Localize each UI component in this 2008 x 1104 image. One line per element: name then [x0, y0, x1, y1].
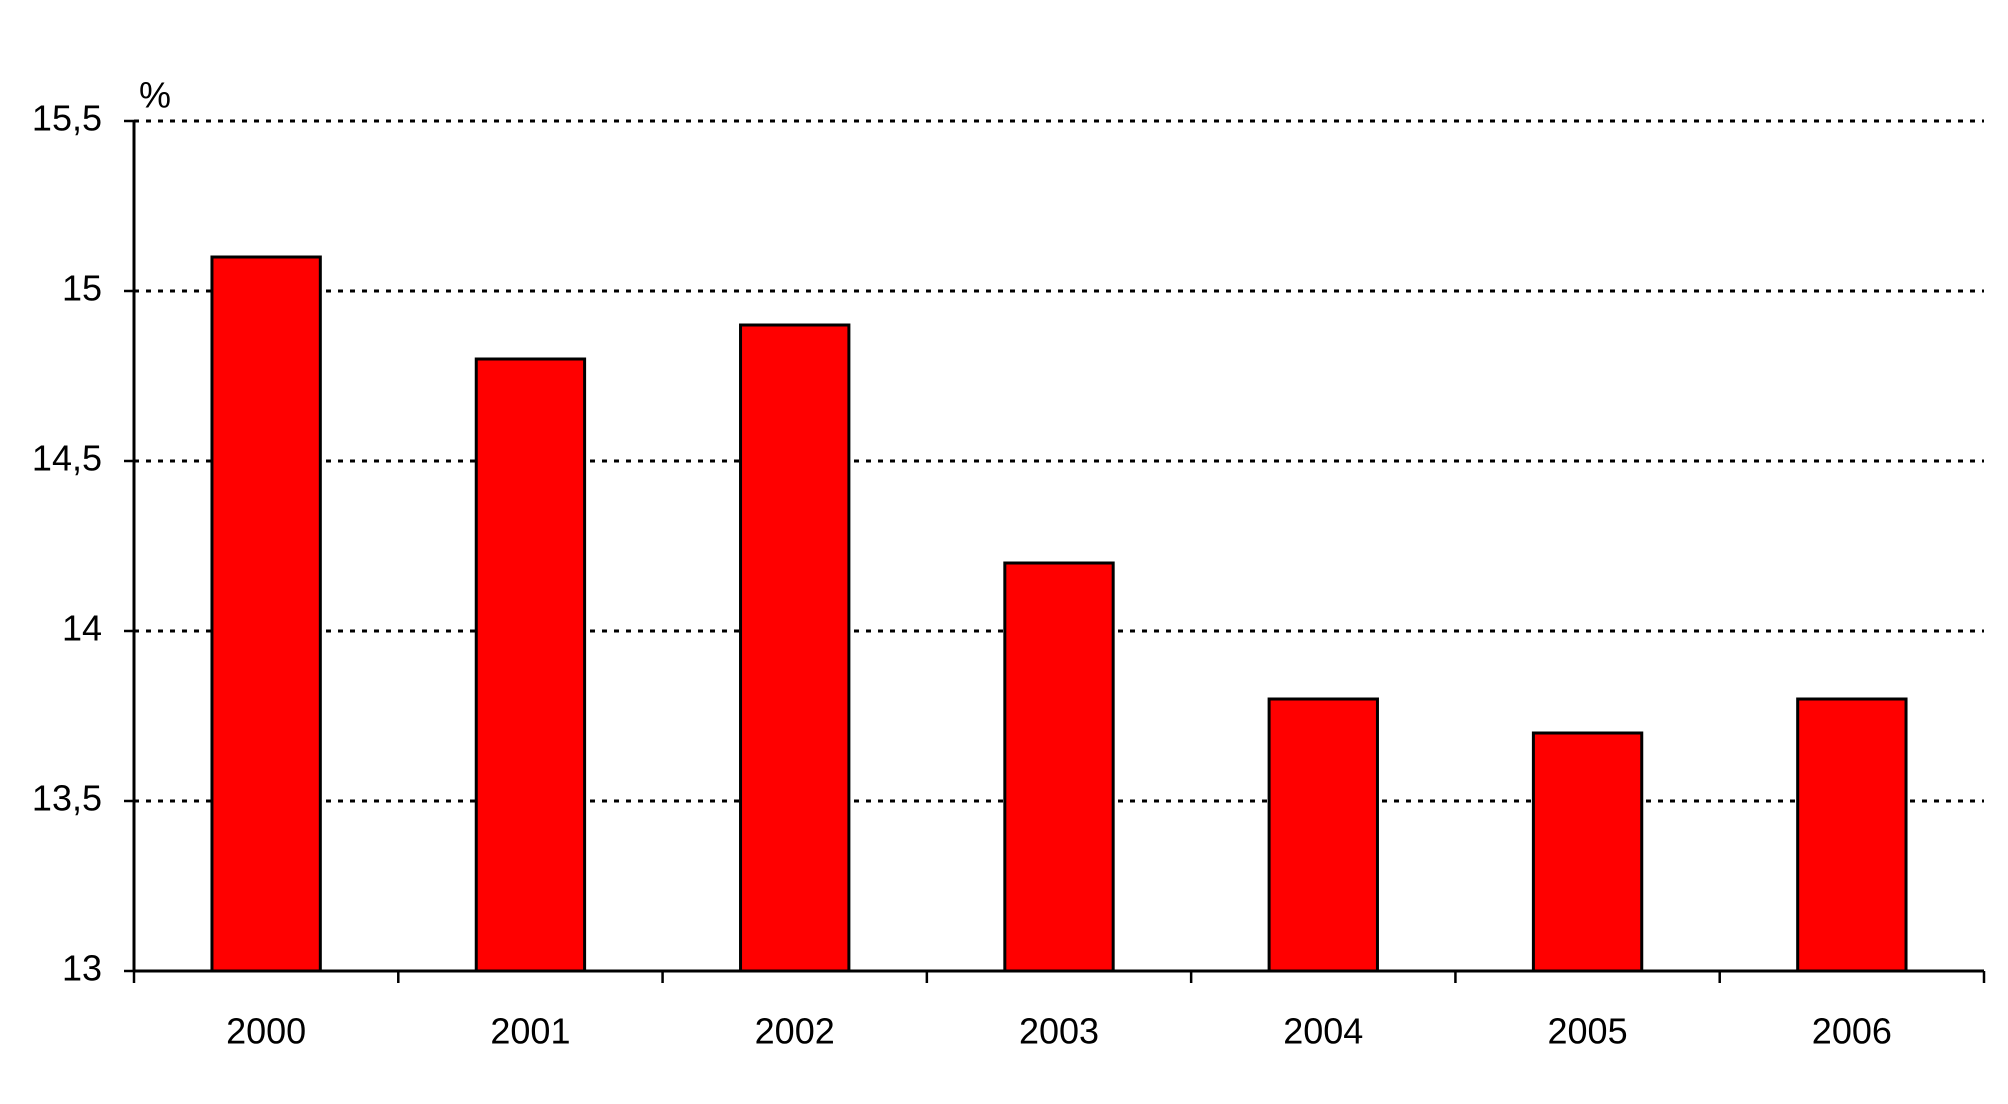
y-axis-label: %	[139, 75, 171, 116]
bar	[739, 323, 851, 973]
y-tick-label: 14	[62, 608, 102, 649]
x-tick-label: 2001	[490, 1011, 570, 1052]
bar	[1003, 561, 1115, 973]
y-tick-label: 13,5	[32, 778, 102, 819]
x-tick-label: 2000	[226, 1011, 306, 1052]
y-tick-label: 13	[62, 948, 102, 989]
x-tick-label: 2005	[1548, 1011, 1628, 1052]
x-tick-label: 2004	[1283, 1011, 1363, 1052]
bar	[474, 357, 587, 973]
bar	[210, 255, 322, 973]
x-tick-label: 2003	[1019, 1011, 1099, 1052]
x-tick-label: 2002	[755, 1011, 835, 1052]
y-tick-label: 14,5	[32, 438, 102, 479]
x-tick-label: 2006	[1812, 1011, 1892, 1052]
bar	[1796, 697, 1908, 973]
y-tick-label: 15,5	[32, 98, 102, 139]
bar	[1531, 731, 1644, 973]
bar	[1267, 697, 1379, 973]
y-tick-label: 15	[62, 268, 102, 309]
